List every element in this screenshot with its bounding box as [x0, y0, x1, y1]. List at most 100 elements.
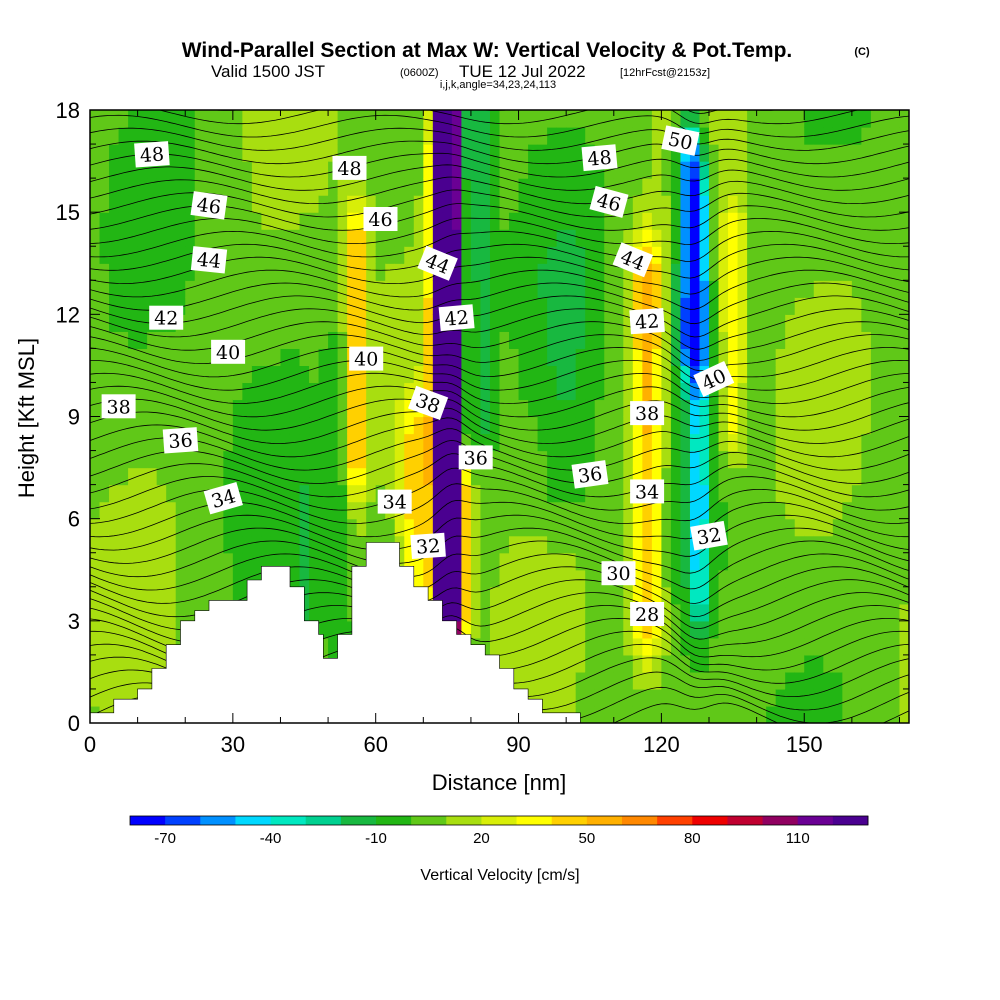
w-cell	[756, 552, 767, 571]
w-cell	[518, 569, 529, 588]
w-cell	[756, 178, 767, 196]
w-cell	[442, 484, 453, 503]
w-cell	[766, 161, 777, 179]
w-cell	[261, 297, 272, 315]
w-cell	[756, 263, 767, 281]
w-cell	[375, 110, 386, 128]
w-cell	[280, 127, 291, 145]
w-cell	[851, 535, 862, 554]
w-cell	[309, 246, 320, 264]
w-cell	[137, 620, 148, 639]
x-tick-label: 150	[786, 732, 823, 757]
w-cell	[204, 127, 215, 145]
w-cell	[499, 433, 510, 452]
w-cell	[213, 569, 224, 588]
w-cell	[747, 433, 758, 452]
w-cell	[451, 569, 463, 588]
w-cell	[232, 569, 243, 588]
w-cell	[109, 348, 120, 367]
w-cell	[794, 263, 805, 281]
w-cell	[461, 620, 472, 639]
label-box	[417, 245, 458, 281]
w-cell	[556, 348, 567, 367]
w-cell	[366, 399, 377, 418]
w-cell	[366, 365, 377, 384]
w-cell	[775, 416, 786, 435]
w-cell	[699, 195, 710, 213]
w-cell	[318, 518, 329, 537]
w-cell	[489, 552, 501, 571]
w-cell	[385, 127, 396, 145]
w-cell	[90, 195, 101, 213]
isentrope-label: 32	[410, 532, 446, 560]
w-cell	[832, 161, 843, 179]
w-cell	[128, 127, 139, 145]
colorbar-swatch	[692, 816, 728, 825]
w-cell	[851, 433, 862, 452]
w-cell	[613, 654, 624, 673]
w-cell	[375, 450, 386, 469]
w-cell	[661, 246, 672, 264]
w-cell	[270, 365, 282, 384]
w-cell	[594, 246, 605, 264]
w-cell	[489, 586, 501, 605]
w-cell	[785, 688, 796, 707]
w-cell	[528, 586, 539, 605]
w-cell	[499, 178, 510, 196]
isentrope-line	[90, 140, 909, 165]
w-cell	[718, 399, 729, 418]
w-cell	[775, 450, 786, 469]
w-cell	[480, 382, 491, 401]
w-cell	[632, 297, 643, 315]
w-cell	[280, 195, 291, 213]
w-cell	[166, 229, 177, 247]
isentrope-label-text: 48	[337, 158, 361, 180]
w-cell	[670, 297, 682, 315]
w-cell	[689, 382, 701, 401]
w-cell	[270, 535, 282, 554]
w-cell	[470, 161, 482, 179]
w-cell	[166, 348, 177, 367]
w-cell	[109, 212, 120, 230]
w-cell	[585, 348, 596, 367]
w-cell	[261, 280, 272, 298]
w-cell	[461, 569, 472, 588]
w-cell	[785, 382, 796, 401]
w-cell	[518, 331, 529, 349]
w-cell	[823, 229, 834, 247]
w-cell	[899, 382, 909, 401]
w-cell	[670, 263, 682, 281]
w-cell	[766, 654, 777, 673]
w-cell	[661, 280, 672, 298]
isentrope-label: 38	[101, 394, 136, 419]
w-cell	[109, 603, 120, 622]
w-cell	[137, 586, 148, 605]
w-cell	[109, 671, 120, 690]
w-cell	[528, 365, 539, 384]
w-cell	[613, 518, 624, 537]
w-cell	[832, 569, 843, 588]
w-cell	[594, 637, 605, 656]
w-cell	[689, 450, 701, 469]
w-cell	[623, 433, 634, 452]
w-cell	[337, 399, 348, 418]
w-cell	[832, 450, 843, 469]
w-cell	[175, 212, 186, 230]
w-cell	[442, 586, 453, 605]
w-cell	[537, 212, 548, 230]
w-cell	[604, 399, 615, 418]
w-cell	[709, 127, 720, 145]
w-cell	[156, 127, 167, 145]
w-cell	[223, 144, 234, 162]
w-cell	[594, 348, 605, 367]
w-cell	[604, 433, 615, 452]
w-cell	[547, 365, 558, 384]
w-cell	[680, 263, 691, 281]
w-cell	[156, 433, 167, 452]
w-cell	[518, 348, 529, 367]
w-cell	[366, 450, 377, 469]
w-cell	[718, 348, 729, 367]
w-cell	[451, 501, 463, 520]
w-cell	[842, 280, 853, 298]
w-cell	[661, 433, 672, 452]
